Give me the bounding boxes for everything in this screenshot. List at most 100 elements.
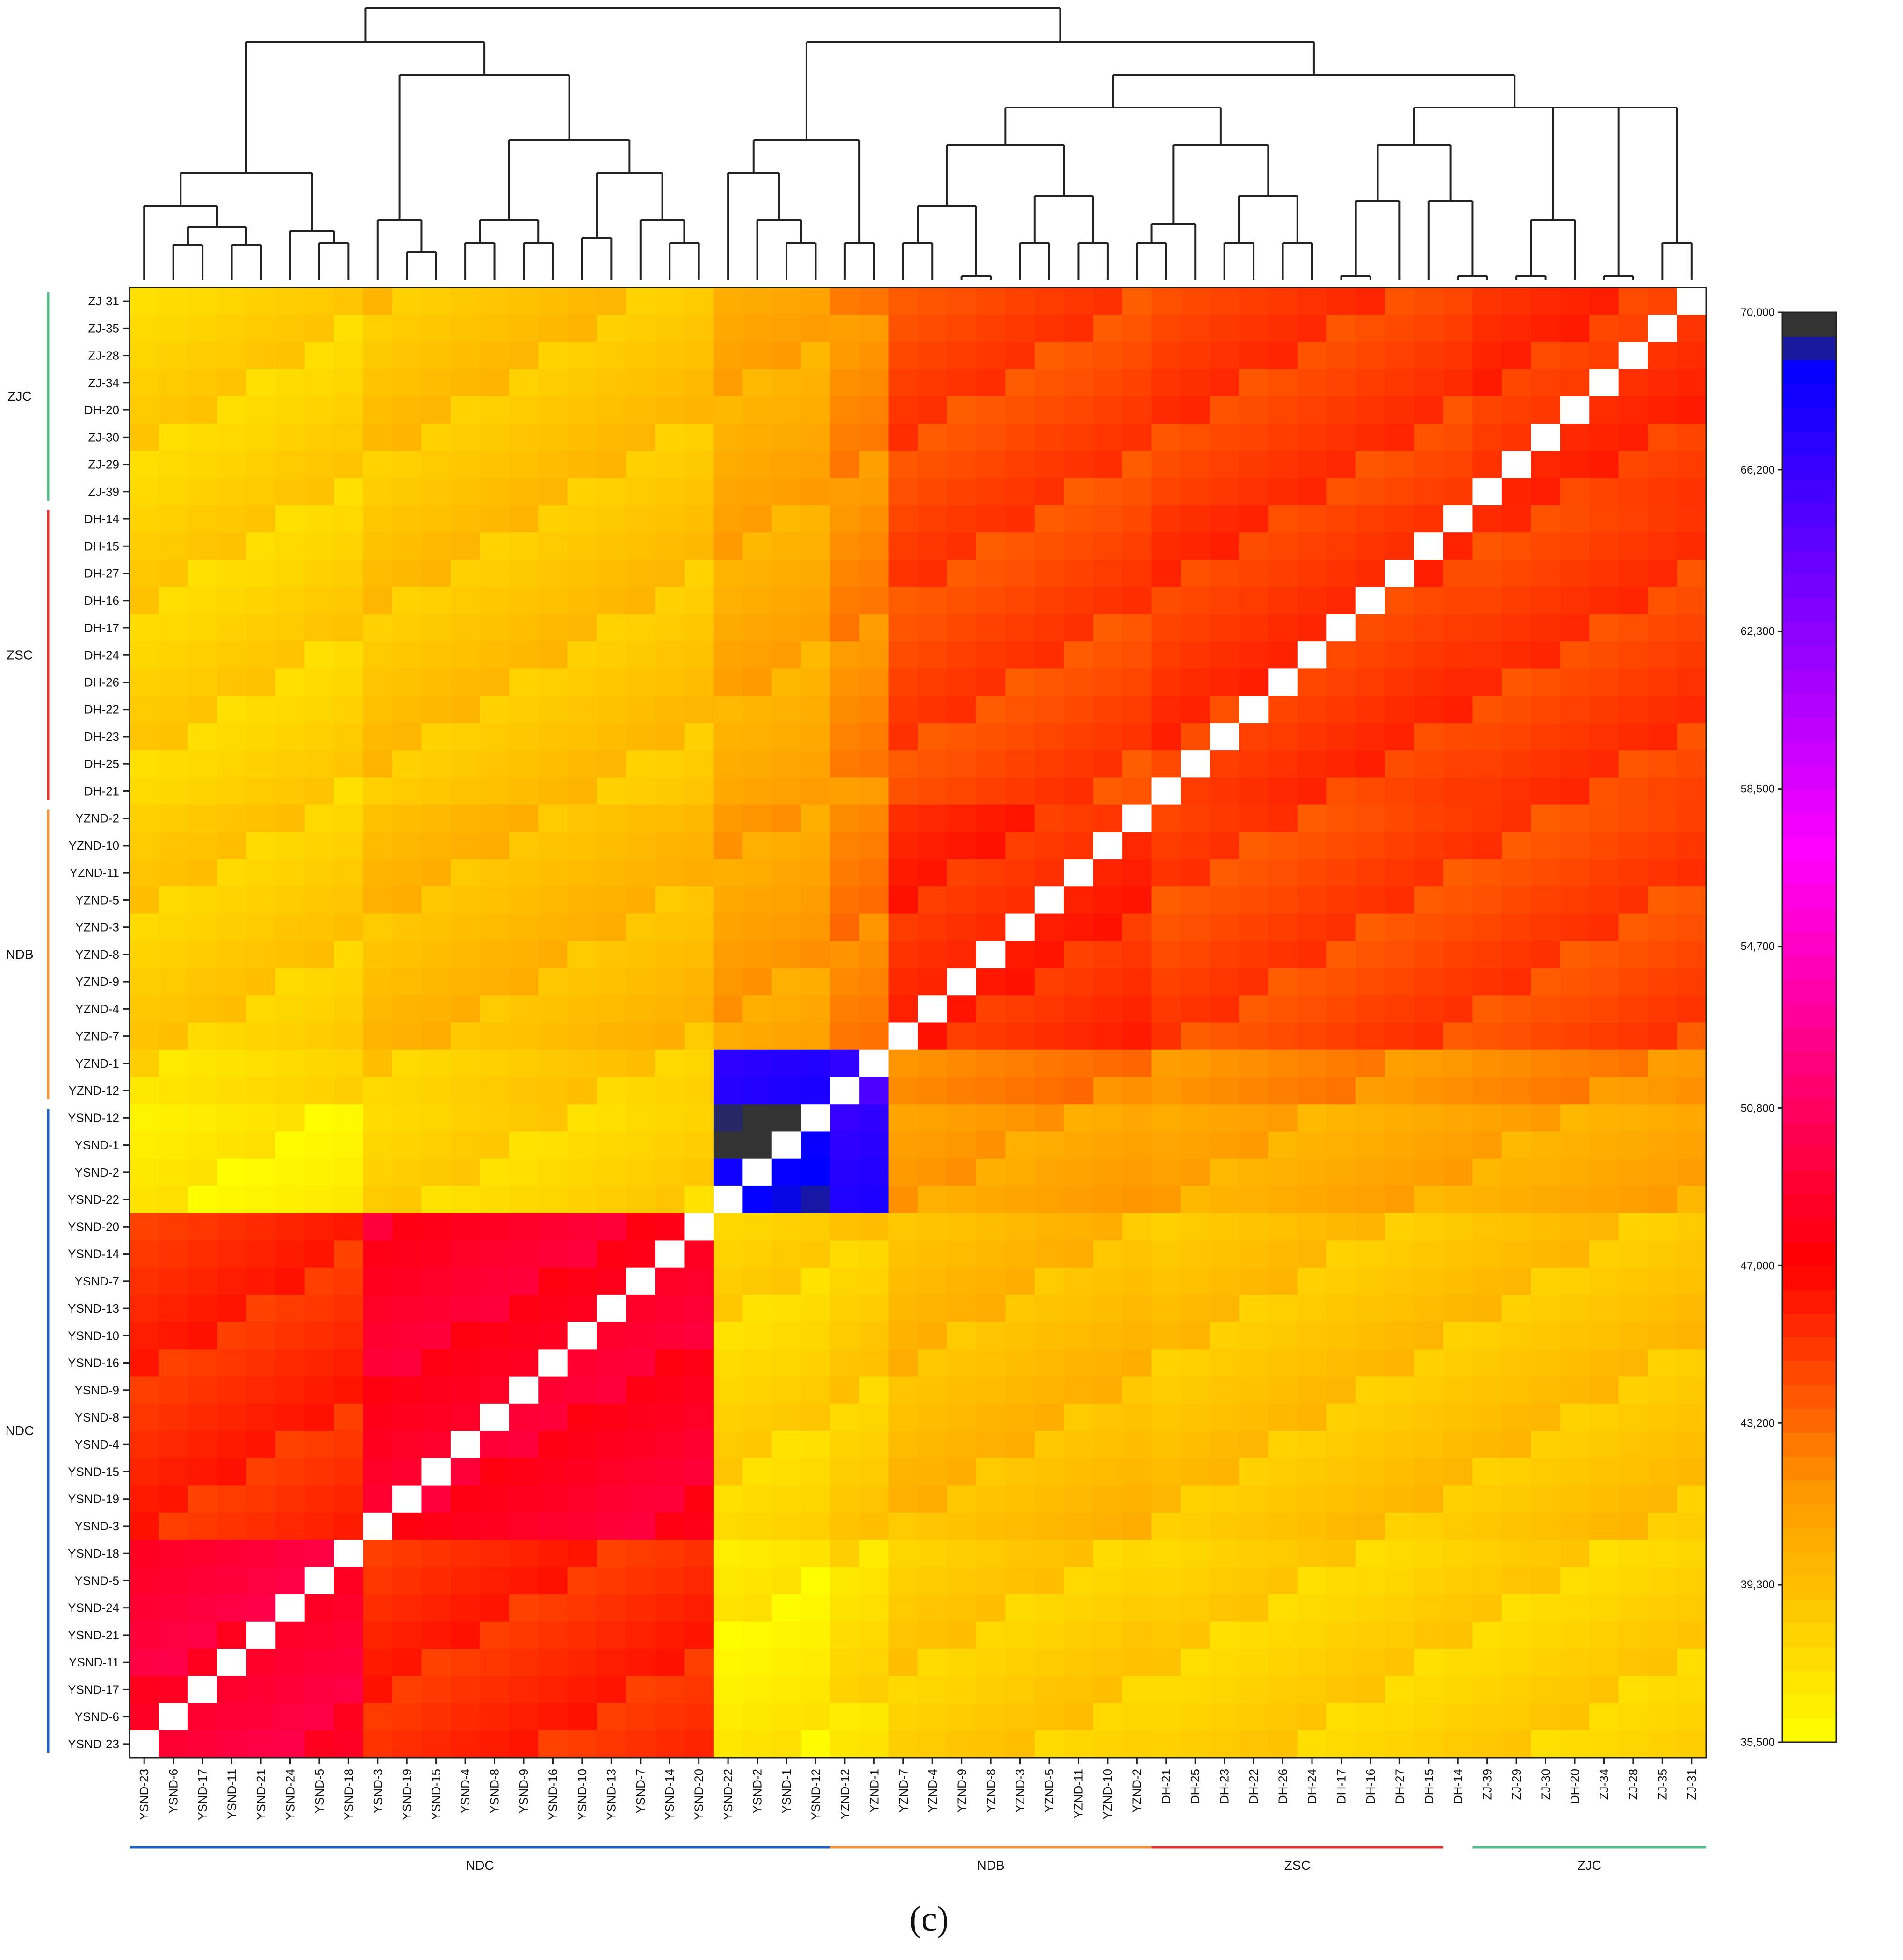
- heatmap-cell: [159, 886, 188, 914]
- heatmap-cell: [1326, 1649, 1356, 1677]
- heatmap-cell: [1005, 913, 1035, 941]
- heatmap-cell: [1648, 587, 1678, 615]
- heatmap-cell: [1560, 777, 1590, 805]
- heatmap-cell: [567, 1458, 597, 1486]
- heatmap-cell: [1618, 941, 1648, 969]
- heatmap-cell: [1618, 1594, 1648, 1622]
- row-group-label: ZJC: [7, 389, 31, 403]
- heatmap-cell: [1443, 1567, 1473, 1595]
- heatmap-cell: [1414, 968, 1444, 996]
- heatmap-cell: [1093, 1403, 1123, 1431]
- heatmap-cell: [1034, 1376, 1065, 1404]
- heatmap-cell: [509, 777, 539, 805]
- heatmap-cell: [1472, 777, 1502, 805]
- heatmap-cell: [334, 342, 364, 370]
- heatmap-cell: [1034, 941, 1065, 969]
- heatmap-cell: [392, 369, 422, 397]
- heatmap-cell: [1239, 1131, 1269, 1159]
- heatmap-cell: [1648, 1267, 1678, 1295]
- heatmap-cell: [976, 859, 1006, 887]
- heatmap-cell: [187, 1213, 218, 1241]
- heatmap-cell: [334, 1131, 364, 1159]
- heatmap-cell: [392, 913, 422, 941]
- heatmap-cell: [1005, 315, 1035, 343]
- heatmap-cell: [1297, 1676, 1327, 1704]
- row-label: YSND-2: [75, 1165, 119, 1179]
- heatmap-cell: [363, 1049, 393, 1077]
- heatmap-cell: [713, 1213, 743, 1241]
- row-label: YSND-14: [68, 1247, 119, 1261]
- heatmap-cell: [1385, 995, 1415, 1023]
- heatmap-cell: [538, 641, 568, 669]
- heatmap-cell: [509, 451, 539, 479]
- heatmap-cell: [1181, 369, 1211, 397]
- heatmap-cell: [304, 995, 334, 1023]
- row-label: DH-26: [84, 675, 119, 689]
- heatmap-cell: [1618, 614, 1648, 642]
- heatmap-cell: [130, 668, 159, 696]
- heatmap-cell: [1268, 723, 1298, 751]
- heatmap-cell: [771, 1049, 802, 1077]
- heatmap-cell: [1122, 587, 1152, 615]
- heatmap-cell: [392, 1077, 422, 1105]
- heatmap-cell: [363, 614, 393, 642]
- heatmap-cell: [1239, 1185, 1269, 1213]
- heatmap-cell: [480, 1703, 510, 1731]
- heatmap-cell: [1385, 1730, 1415, 1758]
- heatmap-cell: [1297, 614, 1327, 642]
- heatmap-cell: [130, 1540, 159, 1568]
- heatmap-cell: [246, 1322, 276, 1350]
- heatmap-cell: [217, 1158, 247, 1186]
- heatmap-cell: [1472, 696, 1502, 724]
- heatmap-cell: [1677, 1403, 1707, 1431]
- heatmap-cell: [187, 1676, 218, 1704]
- heatmap-cell: [1385, 1376, 1415, 1404]
- heatmap-cell: [1414, 1621, 1444, 1649]
- heatmap-cell: [1531, 1131, 1561, 1159]
- heatmap-cell: [888, 750, 918, 778]
- heatmap-cell: [1618, 587, 1648, 615]
- heatmap-cell: [1122, 560, 1152, 588]
- heatmap-cell: [1355, 505, 1385, 533]
- heatmap-cell: [1268, 315, 1298, 343]
- heatmap-cell: [1414, 587, 1444, 615]
- heatmap-cell: [947, 560, 977, 588]
- heatmap-cell: [1005, 424, 1035, 452]
- heatmap-cell: [1268, 1022, 1298, 1050]
- heatmap-cell: [1239, 1621, 1269, 1649]
- heatmap-cell: [888, 396, 918, 424]
- heatmap-cell: [1181, 641, 1211, 669]
- heatmap-cell: [655, 1567, 685, 1595]
- color-scale-step: [1782, 479, 1836, 503]
- heatmap-cell: [1005, 941, 1035, 969]
- heatmap-cell: [450, 1185, 481, 1213]
- heatmap-cell: [742, 1621, 772, 1649]
- heatmap-cell: [830, 1431, 860, 1459]
- heatmap-cell: [684, 342, 714, 370]
- heatmap-cell: [1093, 1240, 1123, 1268]
- heatmap-cell: [684, 1322, 714, 1350]
- heatmap-cell: [450, 913, 481, 941]
- heatmap-cell: [655, 1294, 685, 1322]
- heatmap-cell: [713, 396, 743, 424]
- heatmap-cell: [801, 804, 831, 833]
- heatmap-cell: [655, 1104, 685, 1132]
- heatmap-cell: [1414, 505, 1444, 533]
- heatmap-cell: [421, 1022, 451, 1050]
- heatmap-cell: [538, 342, 568, 370]
- heatmap-cell: [246, 1267, 276, 1295]
- heatmap-cell: [1648, 369, 1678, 397]
- heatmap-cell: [1648, 723, 1678, 751]
- heatmap-cell: [771, 641, 802, 669]
- heatmap-cell: [626, 1104, 656, 1132]
- heatmap-cell: [1210, 1730, 1240, 1758]
- heatmap-cell: [771, 1485, 802, 1513]
- heatmap-cell: [1210, 723, 1240, 751]
- heatmap-cell: [1560, 451, 1590, 479]
- heatmap-cell: [421, 641, 451, 669]
- color-scale-step: [1782, 1313, 1836, 1338]
- heatmap-cell: [421, 913, 451, 941]
- heatmap-cell: [217, 913, 247, 941]
- heatmap-cell: [538, 1485, 568, 1513]
- heatmap-cell: [363, 560, 393, 588]
